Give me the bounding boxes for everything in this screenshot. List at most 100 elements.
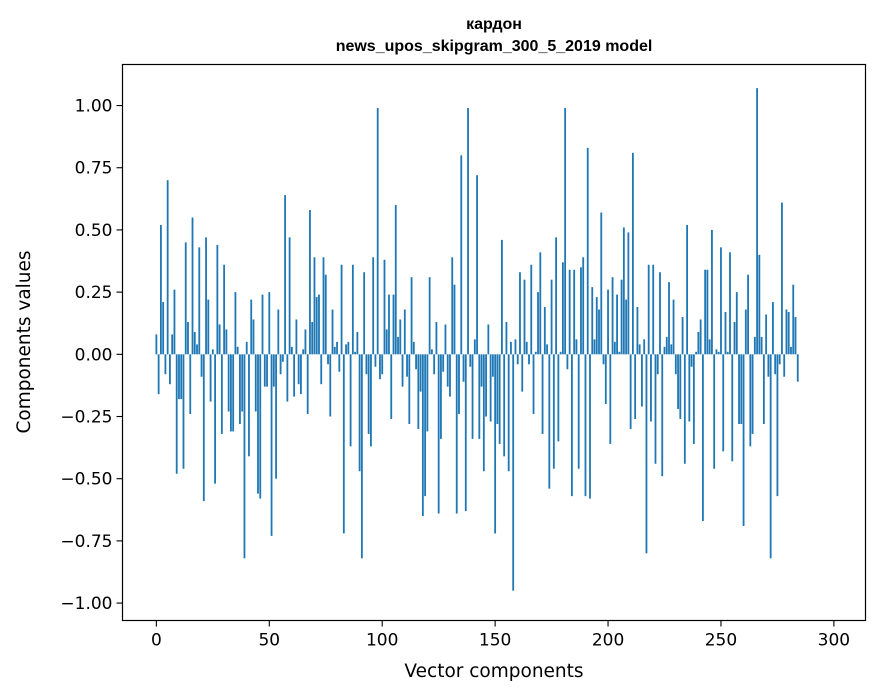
bar: [672, 299, 675, 355]
y-tick-label: −0.50: [60, 470, 112, 490]
bar: [688, 354, 691, 422]
bar: [248, 354, 250, 457]
x-axis-ticks: 0 50 100 150 200 250 300: [151, 620, 850, 651]
bar: [284, 195, 287, 355]
bar: [275, 354, 277, 479]
bar: [252, 319, 255, 355]
bar: [720, 247, 722, 355]
bar: [774, 354, 777, 375]
bar: [704, 269, 707, 355]
bar: [430, 349, 433, 355]
bar: [435, 321, 438, 355]
bar: [277, 309, 280, 355]
bar: [372, 257, 375, 355]
bar: [631, 152, 634, 355]
bar: [320, 354, 323, 385]
bar: [575, 339, 578, 355]
bar: [392, 294, 395, 355]
bar: [769, 354, 772, 559]
bar: [311, 321, 314, 355]
bar: [162, 302, 165, 355]
bar: [717, 351, 720, 355]
bar: [288, 237, 291, 355]
bar: [408, 354, 411, 424]
x-tick-label: 250: [705, 631, 737, 651]
bar: [263, 354, 266, 387]
bar: [293, 354, 296, 397]
bar: [351, 264, 354, 355]
bar: [218, 324, 221, 355]
bar: [318, 294, 320, 355]
bar: [239, 354, 241, 424]
bar: [442, 354, 445, 372]
y-tick-label: −0.25: [60, 408, 112, 428]
bar: [230, 354, 232, 432]
y-tick-label: 0.75: [75, 159, 113, 179]
bar: [498, 354, 501, 444]
bar: [595, 297, 598, 355]
bar: [187, 321, 189, 355]
bar: [399, 319, 402, 355]
bar: [762, 354, 765, 424]
bar: [365, 354, 368, 375]
bar: [220, 354, 223, 434]
x-tick-label: 50: [258, 631, 280, 651]
bar: [485, 354, 487, 417]
bar: [250, 299, 253, 355]
bar: [403, 309, 406, 355]
bar: [345, 344, 347, 355]
bar: [514, 339, 517, 355]
bar: [738, 354, 740, 424]
bar: [415, 354, 417, 370]
x-tick-label: 100: [366, 631, 398, 651]
bar: [650, 354, 652, 422]
bar: [548, 354, 551, 489]
bar: [297, 354, 300, 385]
bar: [792, 284, 795, 355]
bar: [586, 147, 589, 355]
bar: [385, 329, 388, 355]
bar: [169, 354, 171, 385]
bar: [593, 339, 596, 355]
bar: [510, 341, 512, 355]
bar: [266, 354, 268, 387]
bar: [444, 324, 447, 355]
bar: [421, 354, 424, 517]
bar: [446, 354, 449, 387]
bar: [487, 324, 490, 355]
bar: [530, 264, 533, 355]
bar: [261, 294, 264, 355]
bar: [697, 331, 700, 355]
bar: [726, 351, 729, 355]
bar: [175, 354, 178, 474]
bar: [618, 351, 621, 355]
bar: [692, 354, 695, 444]
bar: [683, 354, 686, 464]
bar: [300, 354, 302, 395]
bar: [207, 299, 210, 355]
bar: [555, 237, 558, 355]
bar: [358, 354, 361, 472]
bar: [776, 354, 779, 497]
bar: [661, 354, 664, 477]
bar: [489, 354, 492, 422]
bar: [625, 299, 628, 355]
y-tick-label: 1.00: [75, 97, 113, 117]
bar: [173, 289, 176, 355]
bar: [577, 354, 580, 469]
bar: [166, 180, 169, 355]
bar: [656, 354, 659, 375]
x-axis-label: Vector components: [404, 661, 583, 682]
bar: [541, 354, 544, 434]
bar: [584, 354, 587, 497]
bar: [449, 354, 451, 397]
y-tick-label: 0.25: [75, 283, 113, 303]
bar: [607, 289, 609, 355]
bar: [254, 354, 257, 412]
bar: [781, 202, 783, 355]
bar: [480, 354, 483, 387]
bar: [679, 354, 682, 419]
bar: [272, 354, 275, 387]
bar: [645, 354, 648, 554]
bar: [390, 354, 393, 419]
